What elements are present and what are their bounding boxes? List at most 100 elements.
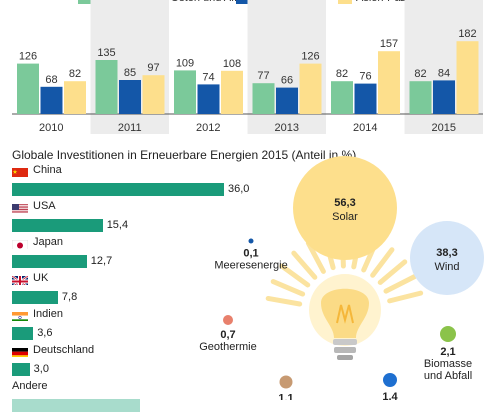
country-row: Indien 3,6 xyxy=(12,308,252,346)
country-bar xyxy=(12,183,224,196)
country-name: USA xyxy=(33,200,56,212)
bar xyxy=(17,63,39,114)
india-flag xyxy=(12,310,28,321)
bar-value-label: 68 xyxy=(45,74,57,86)
x-tick-label: 2010 xyxy=(39,122,63,134)
country-value-label: 12,7 xyxy=(90,255,113,267)
country-row: UK 7,8 xyxy=(12,272,252,310)
bubble xyxy=(410,221,484,295)
country-bar xyxy=(12,399,140,412)
bubble-value-label: 38,3 xyxy=(436,247,457,259)
bar xyxy=(456,41,479,115)
bar-value-label: 82 xyxy=(336,68,348,80)
bubble-value-label: 56,3 xyxy=(334,197,355,209)
bar-value-label: 157 xyxy=(380,38,398,50)
country-value-label: 15,4 xyxy=(106,219,129,231)
bar-value-label: 74 xyxy=(202,71,214,83)
bar xyxy=(142,75,165,114)
x-tick-label: 2013 xyxy=(275,122,299,134)
china-flag xyxy=(12,166,28,177)
bar xyxy=(95,60,118,114)
legend-item: Asien-Pazifik xyxy=(338,0,420,6)
bar xyxy=(433,80,455,114)
country-row: Andere xyxy=(12,380,252,418)
bar-value-label: 108 xyxy=(223,58,241,70)
country-value-label: 7,8 xyxy=(61,291,78,303)
bubble-value-label: 1,1 xyxy=(278,393,293,401)
country-bar xyxy=(12,363,30,376)
bar xyxy=(64,81,86,114)
bar-value-label: 66 xyxy=(281,75,293,87)
bar-value-label: 82 xyxy=(414,68,426,80)
country-bar xyxy=(12,327,34,340)
section-title: Globale Investitionen in Erneuerbare Ene… xyxy=(12,148,357,162)
bar-value-label: 182 xyxy=(458,28,476,40)
bar xyxy=(40,86,63,114)
bar xyxy=(252,83,275,114)
legend-swatch xyxy=(338,0,352,4)
bubble xyxy=(293,156,397,260)
bar-value-label: 85 xyxy=(124,67,136,79)
country-bar xyxy=(12,255,87,268)
country-name: UK xyxy=(33,272,49,284)
x-tick-label: 2012 xyxy=(196,122,220,134)
bar xyxy=(197,84,220,114)
country-row: Japan 12,7 xyxy=(12,236,252,274)
bar xyxy=(378,51,400,114)
bar xyxy=(409,81,432,114)
bar xyxy=(276,87,298,114)
country-row: USA 15,4 xyxy=(12,200,252,238)
country-name: Japan xyxy=(33,236,63,248)
legend-swatch xyxy=(236,0,250,4)
bar-value-label: 135 xyxy=(97,47,115,59)
country-investment-list: China 36,0 USA 15,4 Japan 12,7 UK 7,8 Indien 3,6 D… xyxy=(12,164,252,412)
germany-flag xyxy=(12,346,28,357)
bar xyxy=(221,70,243,114)
x-tick-label: 2014 xyxy=(353,122,377,134)
bar xyxy=(299,63,322,114)
country-value-label: 36,0 xyxy=(228,183,250,195)
bar-value-label: 82 xyxy=(69,68,81,80)
bar xyxy=(119,80,141,114)
legend-swatch xyxy=(78,0,92,4)
country-name: Andere xyxy=(12,380,48,392)
regional-investment-chart: 126 68 82 2010 135 85 97 2011 109 74 108 2012 77 66 12… xyxy=(12,0,483,134)
bar xyxy=(174,70,196,114)
bar-value-label: 77 xyxy=(257,70,269,82)
country-row: China 36,0 xyxy=(12,164,252,202)
bar-value-label: 126 xyxy=(19,51,37,63)
x-tick-label: 2015 xyxy=(432,122,456,134)
bar xyxy=(331,81,353,114)
x-tick-label: 2011 xyxy=(118,122,142,134)
country-name: China xyxy=(33,164,62,176)
uk-flag xyxy=(12,274,28,285)
legend-label: Europa, Naher Osten und Afrika xyxy=(96,0,252,4)
japan-flag xyxy=(12,238,28,249)
country-bar xyxy=(12,219,103,232)
bar-value-label: 126 xyxy=(301,51,319,63)
bubble xyxy=(383,373,397,387)
bubble-value-label: 2,1 xyxy=(440,346,455,358)
bar xyxy=(354,83,377,114)
bubble-category-label: Solar xyxy=(332,211,358,223)
country-name: Deutschland xyxy=(33,344,95,356)
bubble xyxy=(279,375,293,389)
bar-value-label: 84 xyxy=(438,67,450,79)
country-row: Deutschland 3,0 xyxy=(12,344,252,382)
bar-value-label: 97 xyxy=(147,62,159,74)
country-name: Indien xyxy=(33,308,63,320)
bubble-category-label: Biomasse xyxy=(424,358,472,370)
bubble-value-label: 1,4 xyxy=(382,391,398,400)
bubble-category-label: und Abfall xyxy=(424,370,472,382)
country-value-label: 3,6 xyxy=(37,327,53,339)
country-value-label: 3,0 xyxy=(33,363,49,375)
bar-value-label: 76 xyxy=(359,71,371,83)
bubble xyxy=(440,326,456,342)
legend-item: Europa, Naher Osten und Afrika xyxy=(78,0,252,6)
bar-value-label: 109 xyxy=(176,57,194,69)
country-bar xyxy=(12,291,58,304)
legend-label: Asien-Pazifik xyxy=(356,0,420,4)
lightbulb-icon xyxy=(265,231,424,360)
bubble-category-label: Wind xyxy=(434,261,459,273)
usa-flag xyxy=(12,202,28,213)
